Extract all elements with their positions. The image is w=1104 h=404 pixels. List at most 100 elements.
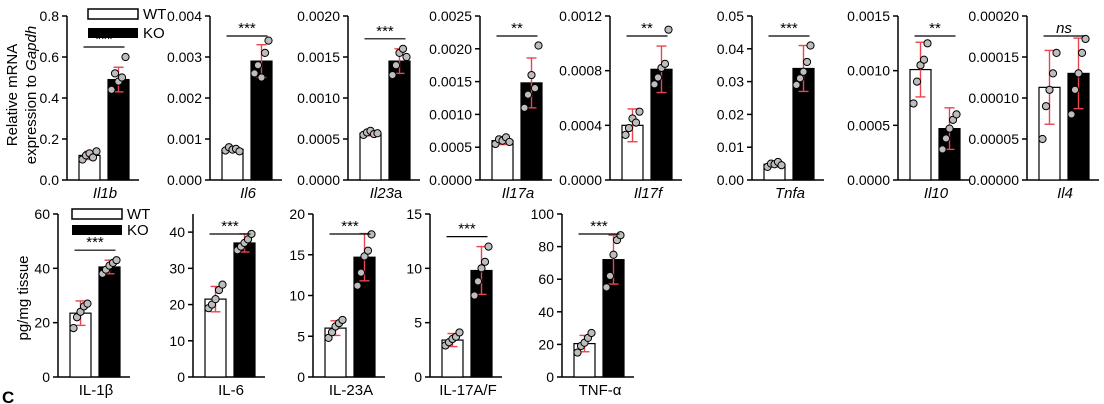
data-point <box>650 80 659 89</box>
data-point <box>941 134 951 143</box>
data-point <box>534 41 543 50</box>
y-tick-label: 40 <box>538 304 554 320</box>
data-point <box>660 59 670 68</box>
x-axis-title: IL-6 <box>218 382 244 399</box>
significance-label: *** <box>590 218 608 235</box>
data-point <box>257 73 266 82</box>
data-point <box>520 103 529 112</box>
y-tick-label: 0.0008 <box>559 63 602 79</box>
y-tick-label: 0.0015 <box>429 74 472 90</box>
y-tick-label: 0.0010 <box>847 63 890 79</box>
data-point <box>635 107 644 116</box>
y-tick-label: 40 <box>169 224 185 240</box>
y-tick-label: 0.0004 <box>559 117 602 133</box>
chart-panel-5: 0.00 0.01 0.02 0.03 0.04 0.05 *** Tnfa <box>717 8 824 202</box>
data-point <box>909 99 918 108</box>
legend-wt-label: WT <box>143 6 166 23</box>
y-tick-label: 40 <box>34 260 50 276</box>
x-axis-title: Il23a <box>370 185 403 202</box>
significance-label: ns <box>1056 20 1072 37</box>
data-point <box>264 36 273 45</box>
y-tick-label: 0.00015 <box>968 49 1019 65</box>
y-tick-label: 0.4 <box>40 90 60 106</box>
data-point <box>802 57 812 67</box>
y-tick-label: 20 <box>289 206 305 222</box>
data-point <box>795 74 805 83</box>
y-tick-label: 0.01 <box>717 139 744 155</box>
data-point <box>806 41 815 50</box>
y-tick-label: 0.0000 <box>429 172 472 188</box>
y-tick-label: 20 <box>169 297 185 313</box>
data-point <box>664 25 673 34</box>
data-point <box>938 145 947 154</box>
x-axis-title: IL-23A <box>329 382 373 399</box>
y-tick-label: 0 <box>42 369 50 385</box>
data-point <box>235 147 244 156</box>
data-point <box>945 124 954 133</box>
data-point <box>1041 102 1051 111</box>
data-point <box>110 69 120 78</box>
data-point <box>391 61 401 70</box>
legend-ko-label: KO <box>143 25 165 42</box>
legend-ko-swatch <box>88 28 138 38</box>
y-axis-title-line2: expression to Gapdh <box>23 26 40 164</box>
y-tick-label: 10 <box>289 288 305 304</box>
chart-panel-4: 0.0000 0.0004 0.0008 0.0012 ** Il17f <box>559 8 682 202</box>
y-tick-label: 20 <box>34 315 50 331</box>
y-tick-label: 80 <box>538 239 554 255</box>
y-tick-label: 0.00000 <box>968 172 1019 188</box>
y-tick-label: 0 <box>297 369 305 385</box>
data-point <box>112 256 121 265</box>
y-tick-label: 0.00010 <box>968 90 1019 106</box>
data-point <box>1070 85 1080 94</box>
chart-panel-2: 0.0000 0.0005 0.0010 0.0015 0.0020 *** Il23a <box>297 8 420 202</box>
data-point <box>505 137 514 147</box>
data-point <box>260 48 270 58</box>
y-tick-label: 0.004 <box>167 8 202 24</box>
chart-panel-9: 0 10 20 30 40 *** IL-6 <box>169 214 265 399</box>
data-point <box>253 61 263 70</box>
data-point <box>1077 48 1087 58</box>
legend-ko-label: KO <box>127 222 149 239</box>
y-tick-label: 5 <box>414 315 422 331</box>
data-point <box>653 73 663 82</box>
y-axis-title-prefix: expression to <box>23 71 40 164</box>
y-tick-label: 0.0000 <box>297 172 340 188</box>
y-tick-label: 5 <box>297 328 305 344</box>
data-point <box>624 123 634 133</box>
x-axis-title: IL-1β <box>79 382 114 399</box>
chart-panel-12: 0 20 40 60 80 100 *** TNF-α <box>531 206 634 399</box>
significance-label: *** <box>376 23 394 40</box>
y-tick-label: 0 <box>414 369 422 385</box>
data-point <box>1067 110 1076 119</box>
chart-panel-1: 0.000 0.001 0.002 0.003 0.004 *** Il6 <box>167 8 282 202</box>
y-tick-label: 0.0012 <box>559 8 602 24</box>
y-tick-label: 0.0005 <box>297 131 340 147</box>
chart-panel-8: 0 20 40 60 *** IL-1β <box>34 206 130 399</box>
y-tick-label: 0.2 <box>40 131 60 147</box>
y-tick-label: 10 <box>406 260 422 276</box>
chart-panel-7: 0.00000 0.00005 0.00010 0.00015 0.00020 ns Il4 <box>968 8 1099 202</box>
data-point <box>1081 34 1090 44</box>
bar-ko <box>98 266 121 378</box>
y-tick-label: 0.0 <box>40 172 60 188</box>
data-point <box>480 257 490 266</box>
y-tick-label: 0.05 <box>717 8 744 24</box>
significance-label: *** <box>238 20 256 37</box>
y-tick-label: 10 <box>169 333 185 349</box>
y-tick-label: 0.00005 <box>968 131 1019 147</box>
y-axis-title-bottom: pg/mg tissue <box>15 255 32 340</box>
panel-letter: C <box>2 388 14 404</box>
data-point <box>473 277 483 286</box>
data-point <box>107 85 116 94</box>
data-point <box>353 281 362 290</box>
data-point <box>363 246 373 255</box>
y-axis-title-gene: Gapdh <box>23 26 40 71</box>
data-point <box>1074 69 1083 78</box>
data-point <box>523 90 533 99</box>
data-point <box>919 55 929 64</box>
significance-label: *** <box>780 20 798 37</box>
data-point <box>616 231 625 240</box>
data-point <box>338 315 347 325</box>
legend-wt-label: WT <box>127 206 150 223</box>
